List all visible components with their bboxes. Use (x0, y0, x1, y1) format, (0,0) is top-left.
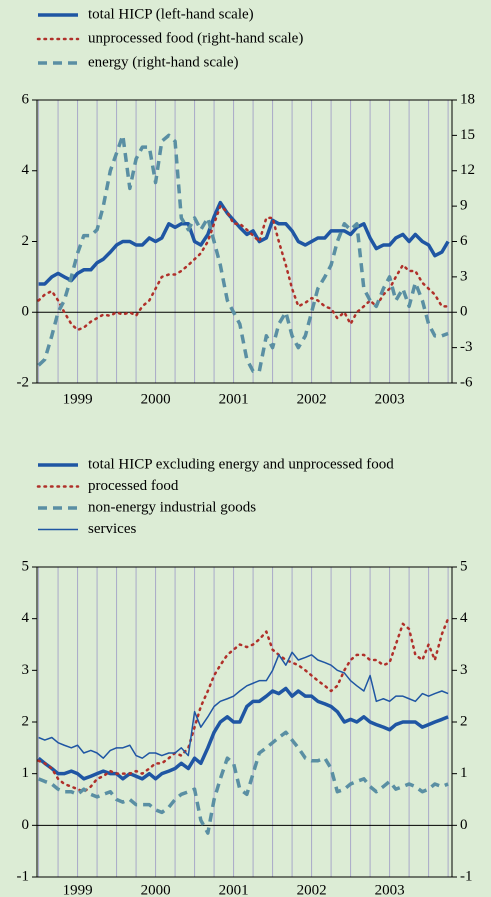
legend-label: total HICP (left-hand scale) (88, 6, 254, 22)
series-line (38, 651, 449, 759)
y2-tick-label: 1 (460, 765, 468, 781)
y-tick-label: -1 (17, 868, 30, 884)
x-tick-label: 2002 (297, 882, 327, 897)
x-tick-label: 2003 (375, 882, 405, 897)
legend-label: energy (right-hand scale) (88, 54, 239, 70)
x-tick-label: 2000 (141, 882, 171, 897)
y2-tick-label: 0 (460, 304, 468, 320)
y-tick-label: 0 (22, 304, 30, 320)
y2-tick-label: 2 (460, 713, 468, 729)
series-line (37, 204, 450, 332)
y2-tick-label: -6 (460, 374, 473, 390)
x-tick-label: 1999 (63, 882, 93, 897)
x-tick-label: 2001 (219, 391, 249, 407)
y2-tick-label: 4 (460, 610, 468, 626)
y-tick-label: 1 (22, 765, 30, 781)
y2-tick-label: 12 (460, 162, 475, 178)
legend-label: total HICP excluding energy and unproces… (88, 456, 394, 472)
y-tick-label: 2 (22, 233, 30, 249)
y-tick-label: 6 (22, 91, 30, 107)
y2-tick-label: -3 (460, 339, 473, 355)
y-tick-label: 2 (22, 713, 30, 729)
legend-label: unprocessed food (right-hand scale) (88, 30, 303, 46)
x-tick-label: 2000 (141, 391, 171, 407)
legend-label: services (88, 521, 136, 537)
legend-label: non-energy industrial goods (88, 499, 256, 515)
x-tick-label: 2002 (297, 391, 327, 407)
series-line (37, 686, 449, 781)
y2-tick-label: 0 (460, 817, 468, 833)
series-line (37, 617, 450, 793)
y-tick-label: 3 (22, 662, 30, 678)
y2-tick-label: 5 (460, 558, 468, 574)
y-tick-label: 4 (22, 162, 30, 178)
y2-tick-label: 15 (460, 127, 475, 143)
y2-tick-label: 3 (460, 662, 468, 678)
y-tick-label: 0 (22, 817, 30, 833)
y2-tick-label: -1 (460, 868, 473, 884)
y2-tick-label: 3 (460, 268, 468, 284)
series-line (37, 133, 449, 373)
series-line (37, 730, 449, 835)
y2-tick-label: 18 (460, 91, 475, 107)
x-tick-label: 2003 (375, 391, 405, 407)
y2-tick-label: 6 (460, 233, 468, 249)
y2-tick-label: 9 (460, 198, 468, 214)
y-tick-label: -2 (17, 374, 30, 390)
x-tick-label: 2001 (219, 882, 249, 897)
series-line (38, 200, 450, 286)
x-tick-label: 1999 (63, 391, 93, 407)
legend-label: processed food (88, 478, 179, 494)
y-tick-label: 5 (22, 558, 30, 574)
y-tick-label: 4 (22, 610, 30, 626)
